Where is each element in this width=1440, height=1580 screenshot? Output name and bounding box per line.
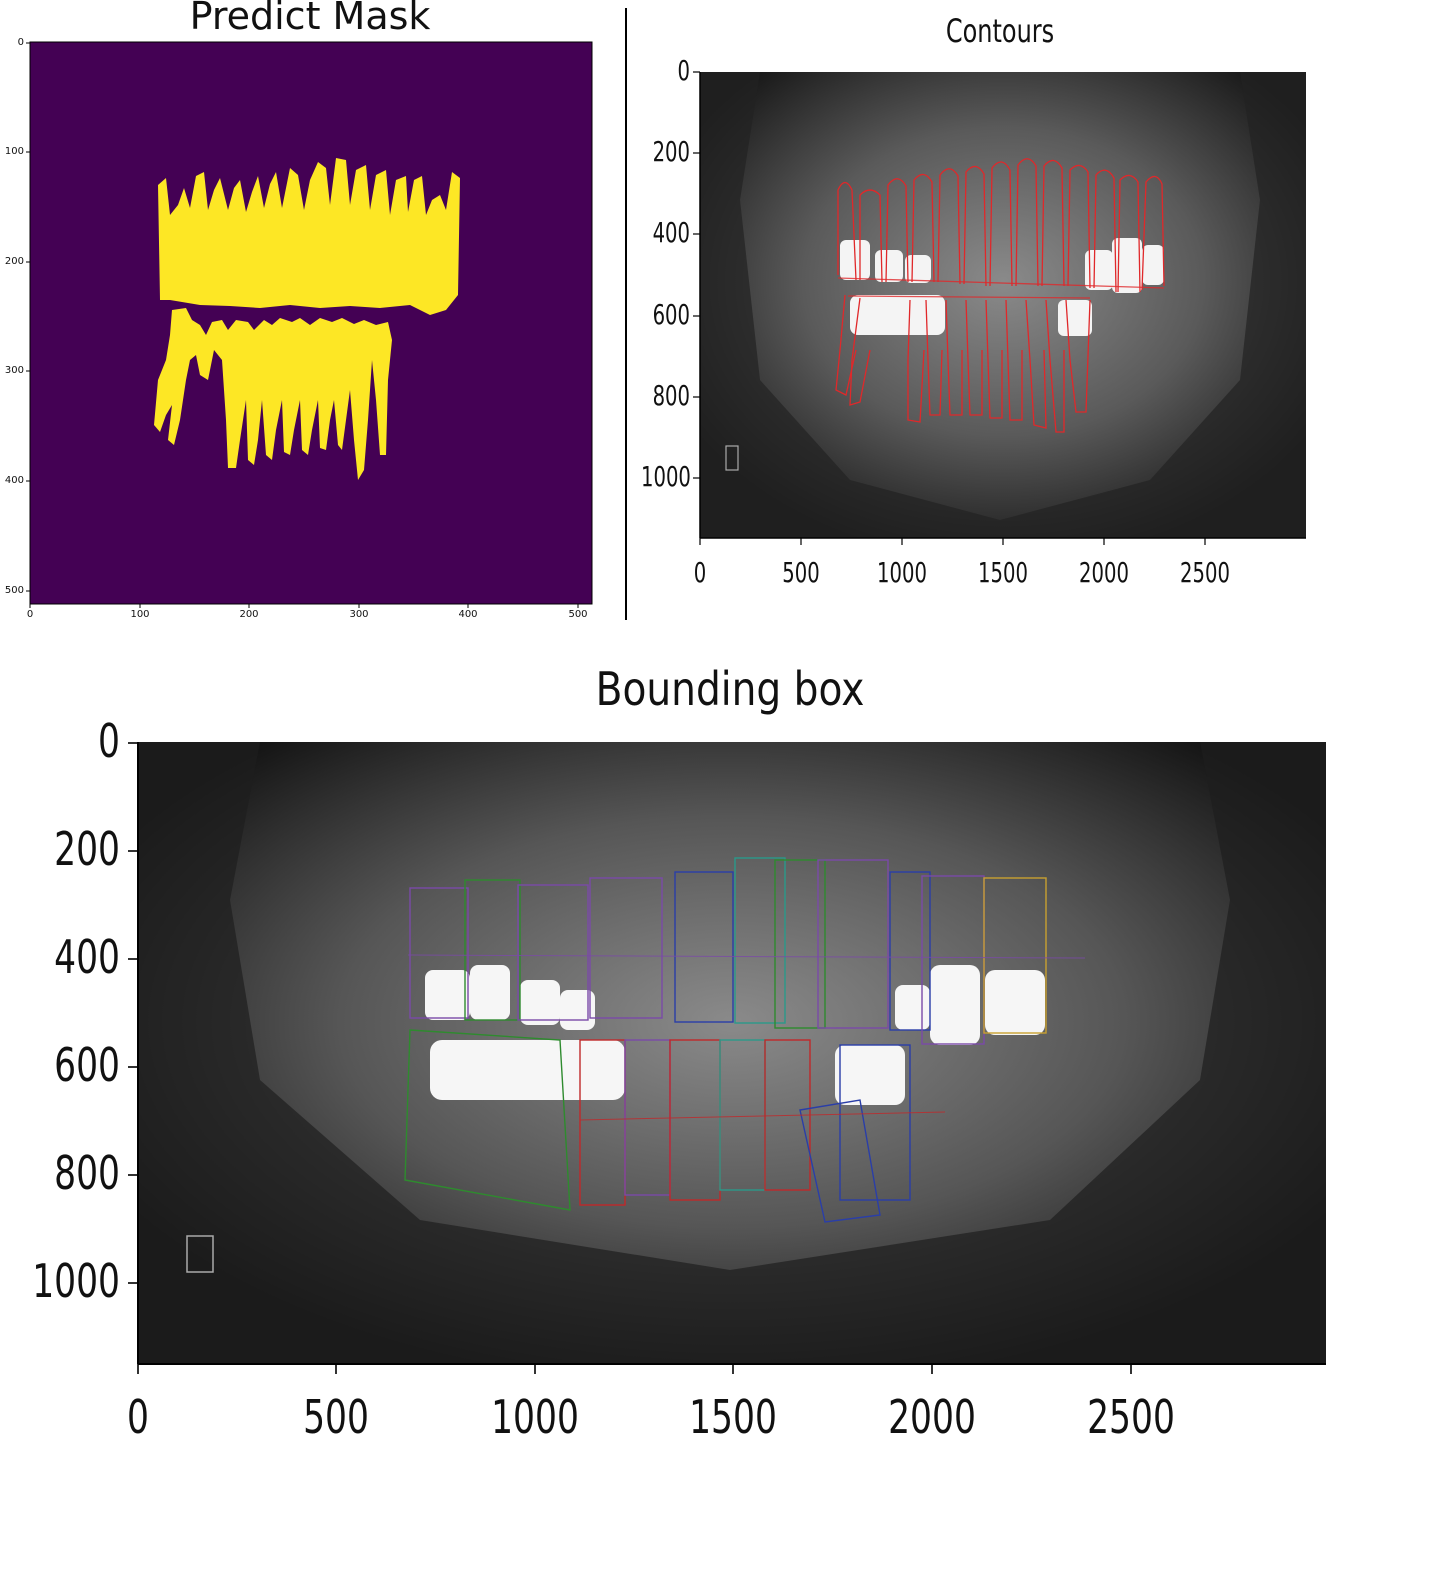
mask-tick-marks	[26, 42, 579, 608]
mask-xtick: 100	[130, 609, 150, 620]
mask-ytick: 200	[4, 256, 24, 267]
bbox-lower-boxes	[404, 1029, 911, 1223]
bbox-upper-boxes	[409, 857, 1047, 1045]
bbox-ytick: 1000	[32, 1254, 120, 1308]
contours-ytick: 0	[677, 54, 690, 87]
bbox-ytick: 200	[54, 822, 120, 876]
contours-xtick: 500	[782, 556, 820, 589]
bbox-ytick: 800	[54, 1146, 120, 1200]
bbox-midlines	[407, 954, 1086, 1121]
contours-r-marker	[725, 445, 739, 471]
bbox-xtick: 2000	[888, 1390, 976, 1444]
mask-ytick: 100	[4, 146, 24, 157]
bbox-r-marker	[186, 1235, 214, 1273]
contours-tick-marks	[693, 71, 1206, 545]
bbox-tick-marks	[128, 742, 1132, 1374]
bbox-title: Bounding box	[595, 662, 865, 716]
bbox-xtick: 1000	[491, 1390, 579, 1444]
mask-title: Predict Mask	[189, 0, 431, 38]
bbox-jaw-shadow	[138, 742, 1326, 1364]
bbox-ytick: 400	[54, 930, 120, 984]
mask-xtick: 500	[568, 609, 588, 620]
contours-xtick: 2000	[1079, 556, 1129, 589]
mask-ytick: 0	[17, 37, 24, 48]
mask-xtick: 200	[239, 609, 259, 620]
contours-fillings	[840, 238, 1164, 336]
bbox-ytick: 0	[98, 714, 120, 768]
contours-xtick: 1000	[877, 556, 927, 589]
bbox-fillings	[425, 965, 1045, 1105]
contours-xtick: 2500	[1180, 556, 1230, 589]
mask-xtick: 300	[349, 609, 369, 620]
bbox-xtick: 1500	[689, 1390, 777, 1444]
bbox-ytick: 600	[54, 1038, 120, 1092]
mask-axis-spines	[29, 41, 593, 605]
contours-xtick: 1500	[978, 556, 1028, 589]
contours-ytick: 800	[652, 379, 690, 412]
mask-upper-teeth	[158, 158, 460, 315]
contours-jaw-shadow	[700, 72, 1306, 538]
mask-xtick: 400	[458, 609, 478, 620]
mask-ytick: 500	[4, 585, 24, 596]
contours-title: Contours	[945, 12, 1055, 50]
contours-xtick: 0	[693, 556, 707, 589]
mask-axes-bg	[30, 42, 592, 604]
contours-outlines	[835, 158, 1165, 433]
contours-ytick: 600	[652, 298, 690, 331]
contours-ytick: 400	[652, 216, 690, 249]
panel-divider	[625, 8, 627, 620]
mask-ytick: 300	[4, 365, 24, 376]
mask-lower-teeth	[154, 308, 392, 480]
bbox-xtick: 500	[303, 1390, 369, 1444]
mask-xtick: 0	[26, 609, 34, 620]
bbox-xtick: 2500	[1087, 1390, 1175, 1444]
bbox-xtick: 0	[127, 1390, 149, 1444]
mask-ytick: 400	[4, 475, 24, 486]
contours-ytick: 1000	[641, 460, 691, 493]
contours-ytick: 200	[652, 135, 690, 168]
